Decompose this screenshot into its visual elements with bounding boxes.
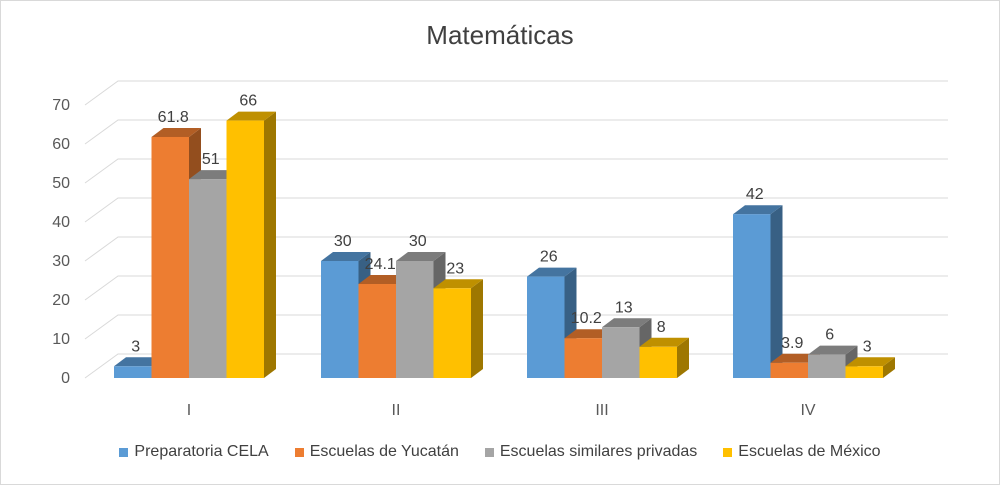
legend-item: Escuelas de Yucatán: [294, 443, 459, 461]
bar-side: [770, 205, 783, 378]
legend-label: Escuelas de Yucatán: [309, 443, 459, 460]
bar-top: [433, 279, 483, 289]
bar: [770, 362, 808, 378]
bar-top: [527, 267, 577, 277]
data-label: 10.2: [571, 310, 602, 327]
bar: [845, 366, 883, 378]
y-tick-label: 20: [52, 292, 70, 309]
bar-top: [114, 357, 164, 367]
data-label: 51: [202, 151, 220, 168]
data-label: 8: [657, 319, 666, 336]
legend-label: Escuelas de México: [738, 443, 881, 460]
bar-top: [845, 357, 895, 367]
bar: [808, 354, 846, 378]
data-label: 30: [334, 233, 352, 250]
bar-side: [471, 279, 483, 378]
y-tick-label: 50: [52, 175, 70, 192]
chart-legend: Preparatoria CELA Escuelas de Yucatán Escu…: [0, 443, 1000, 461]
gridline: [84, 236, 948, 262]
bar: [733, 214, 771, 378]
legend-item: Escuelas similares privadas: [484, 443, 698, 461]
bar: [527, 276, 565, 378]
bar: [321, 261, 359, 378]
data-label: 42: [746, 186, 764, 203]
data-label: 3: [863, 338, 872, 355]
y-tick-label: 10: [52, 331, 70, 348]
bar: [564, 338, 602, 378]
x-tick-label: IV: [800, 402, 815, 419]
bar-top: [602, 318, 652, 328]
data-label: 24.1: [365, 256, 396, 273]
bar-top: [808, 345, 858, 355]
bar: [602, 327, 640, 378]
bar: [639, 346, 677, 378]
bar-top: [770, 353, 820, 363]
bar: [114, 366, 152, 378]
y-tick-label: 60: [52, 136, 70, 153]
bar: [226, 120, 264, 378]
y-tick-label: 40: [52, 214, 70, 231]
data-label: 13: [615, 299, 633, 316]
legend-swatch: [119, 447, 129, 457]
data-label: 23: [446, 260, 464, 277]
data-label: 61.8: [158, 109, 189, 126]
bar-side: [883, 357, 895, 378]
x-tick-label: I: [187, 402, 191, 419]
data-label: 3: [131, 338, 140, 355]
bar: [433, 288, 471, 378]
legend-label: Preparatoria CELA: [134, 443, 269, 460]
gridline: [84, 80, 948, 106]
bar-top: [396, 252, 446, 261]
bar-top: [189, 170, 239, 180]
bar: [189, 179, 227, 378]
data-label: 30: [409, 233, 427, 250]
legend-item: Preparatoria CELA: [119, 443, 269, 461]
y-tick-label: 30: [52, 253, 70, 270]
data-label: 6: [825, 327, 834, 344]
bar: [151, 136, 189, 378]
y-tick-label: 0: [61, 370, 70, 387]
gridline: [84, 314, 948, 340]
chart-title: Matemáticas: [426, 20, 574, 50]
y-tick-label: 70: [52, 97, 70, 114]
bar-top: [564, 329, 614, 339]
bar-side: [264, 111, 276, 378]
bar: [396, 261, 434, 378]
data-label: 66: [239, 93, 257, 110]
bar-top: [151, 127, 201, 137]
legend-swatch: [484, 447, 494, 457]
legend-swatch: [294, 447, 304, 457]
gridline: [84, 275, 948, 301]
x-tick-label: II: [392, 402, 401, 419]
data-label: 26: [540, 249, 558, 266]
bar-top: [321, 252, 371, 261]
legend-item: Escuelas de México: [723, 443, 881, 461]
x-tick-label: III: [595, 402, 608, 419]
legend-label: Escuelas similares privadas: [499, 443, 698, 460]
bar-top: [358, 275, 408, 285]
legend-swatch: [723, 447, 733, 457]
gridline: [84, 119, 948, 145]
bar-top: [226, 111, 276, 121]
bar-top: [639, 337, 689, 347]
bar-top: [733, 205, 783, 215]
bar: [358, 284, 396, 378]
bar-side: [677, 337, 689, 378]
data-label: 3.9: [781, 335, 803, 352]
gridline: [84, 197, 948, 223]
gridline: [84, 158, 948, 184]
